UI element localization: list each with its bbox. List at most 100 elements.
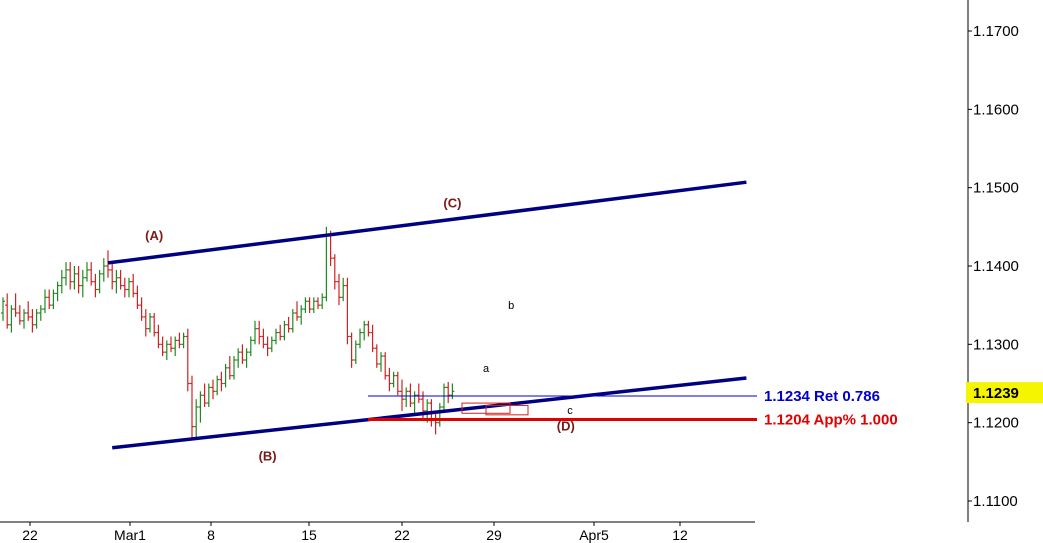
ohlc-bar xyxy=(408,383,413,407)
ohlc-bar xyxy=(446,381,451,404)
ohlc-bar xyxy=(383,352,388,380)
ohlc-bar xyxy=(404,387,409,407)
ohlc-bar xyxy=(316,297,320,310)
ohlc-bar xyxy=(143,309,148,337)
consolidation-box xyxy=(485,404,529,416)
current-price-tag xyxy=(966,382,1043,404)
ohlc-bar xyxy=(395,371,400,396)
ohlc-bar xyxy=(412,391,417,415)
x-tick-label: 15 xyxy=(301,527,317,543)
ohlc-bar xyxy=(72,266,77,290)
ohlc-bar xyxy=(47,289,52,310)
x-tick-label: 29 xyxy=(486,527,502,543)
wave-label: (C) xyxy=(443,195,461,210)
ohlc-bar xyxy=(177,332,182,349)
ohlc-bar xyxy=(185,328,190,392)
wave-label: (A) xyxy=(145,228,163,243)
ohlc-bar xyxy=(26,301,31,321)
ohlc-bar xyxy=(437,403,442,427)
y-tick-label: 1.1100 xyxy=(973,493,1018,510)
ohlc-bar xyxy=(248,336,253,357)
ohlc-bar xyxy=(206,383,211,407)
ohlc-bar xyxy=(274,328,278,345)
ohlc-bar xyxy=(139,297,144,321)
y-tick-label: 1.1700 xyxy=(973,23,1019,40)
ohlc-bar xyxy=(30,309,35,333)
ohlc-bar xyxy=(13,293,18,317)
ohlc-bar xyxy=(332,254,337,290)
ohlc-bar xyxy=(324,226,329,302)
ohlc-bar xyxy=(366,320,371,337)
ohlc-bar xyxy=(290,309,295,333)
ohlc-bar xyxy=(307,297,312,313)
ohlc-bar xyxy=(127,277,131,298)
level-label: 1.1234 Ret 0.786 xyxy=(764,388,880,405)
ohlc-bar xyxy=(362,320,367,341)
x-tick-label: 22 xyxy=(394,527,410,543)
ohlc-bar xyxy=(106,250,110,278)
x-tick-label: Mar1 xyxy=(114,527,146,543)
ohlc-bar xyxy=(345,277,350,345)
ohlc-bar xyxy=(198,391,203,423)
ohlc-bar xyxy=(51,289,56,310)
ohlc-bar xyxy=(374,344,379,368)
ohlc-bar xyxy=(303,297,308,313)
channel-lower-line xyxy=(112,376,747,450)
sub-wave-label: b xyxy=(508,300,514,312)
ohlc-bar xyxy=(257,320,262,345)
ohlc-bar xyxy=(253,320,257,345)
ohlc-bar xyxy=(299,305,304,325)
ohlc-bar xyxy=(240,344,245,364)
ohlc-bar xyxy=(122,277,127,298)
ohlc-bar xyxy=(244,348,249,368)
ohlc-bar xyxy=(311,297,316,313)
ohlc-bar xyxy=(295,301,299,321)
ohlc-bar xyxy=(215,375,220,396)
ohlc-bar xyxy=(223,363,228,388)
ohlc-bar xyxy=(387,367,392,392)
ohlc-bar xyxy=(1,297,5,321)
ohlc-bar xyxy=(118,269,123,290)
ohlc-bar xyxy=(261,328,266,349)
level-lines: 1.1234 Ret 0.786 1.1204 App% 1.000 xyxy=(368,388,898,429)
ohlc-bar xyxy=(400,379,404,411)
ohlc-bar xyxy=(76,266,81,294)
y-tick-label: 1.1200 xyxy=(973,415,1019,432)
wave-labels: (A) (B) (C) (D) a b c xyxy=(145,195,575,463)
ohlc-bar xyxy=(9,305,14,333)
wave-label: (B) xyxy=(259,448,277,463)
y-tick-label: 1.1600 xyxy=(973,101,1019,118)
sub-wave-label: a xyxy=(483,363,490,375)
sub-wave-label: c xyxy=(567,405,573,417)
ohlc-bar xyxy=(349,332,354,368)
ohlc-bar xyxy=(114,269,119,294)
x-tick-label: 8 xyxy=(207,527,215,543)
ohlc-bar xyxy=(450,383,455,400)
ohlc-bar xyxy=(64,262,68,286)
ohlc-bar xyxy=(160,336,165,357)
y-tick-label: 1.1500 xyxy=(973,180,1019,197)
ohlc-bar xyxy=(152,313,157,337)
ohlc-bar xyxy=(68,262,73,290)
ohlc-bar xyxy=(110,262,115,290)
x-tick-label: Apr5 xyxy=(579,527,609,543)
current-price-label: 1.1239 xyxy=(973,385,1019,402)
ohlc-bar xyxy=(286,316,291,333)
ohlc-bar xyxy=(269,336,274,353)
ohlc-bar xyxy=(211,379,215,400)
y-tick-label: 1.1400 xyxy=(973,258,1019,275)
ohlc-bar xyxy=(370,324,375,353)
x-tick-label: 22 xyxy=(22,527,38,543)
ohlc-bar xyxy=(164,340,169,360)
ohlc-bar xyxy=(148,313,152,333)
ohlc-bar xyxy=(416,383,421,404)
level-label: 1.1204 App% 1.000 xyxy=(764,412,898,429)
ohlc-bar xyxy=(5,293,10,329)
ohlc-bar xyxy=(341,277,346,302)
ohlc-bar xyxy=(194,399,199,439)
ohlc-bar xyxy=(173,336,178,357)
ohlc-bar xyxy=(232,356,236,380)
ohlc-bar xyxy=(353,340,358,364)
